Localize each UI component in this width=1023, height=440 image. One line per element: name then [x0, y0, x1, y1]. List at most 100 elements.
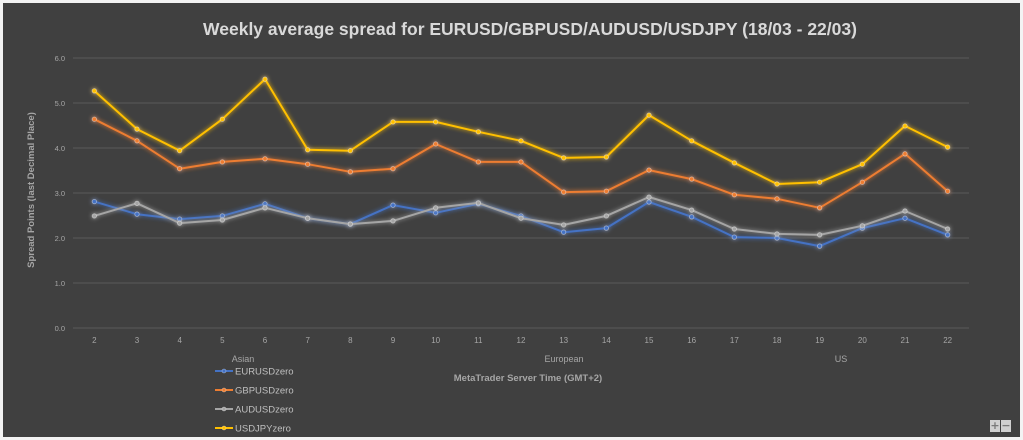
data-point[interactable]: [731, 192, 737, 198]
data-point[interactable]: [91, 116, 97, 122]
data-point[interactable]: [518, 138, 524, 144]
data-point[interactable]: [945, 226, 951, 232]
x-tick-label: 13: [559, 336, 568, 345]
data-point[interactable]: [902, 123, 908, 129]
data-point[interactable]: [518, 159, 524, 165]
data-point[interactable]: [561, 229, 567, 235]
legend-marker-icon: [221, 425, 227, 431]
data-point[interactable]: [817, 232, 823, 238]
data-point[interactable]: [646, 199, 652, 205]
legend-label: GBPUSDzero: [235, 386, 294, 397]
data-point[interactable]: [262, 205, 268, 211]
data-point[interactable]: [475, 129, 481, 135]
data-point[interactable]: [134, 126, 140, 132]
data-point[interactable]: [603, 213, 609, 219]
data-point[interactable]: [134, 138, 140, 144]
data-point[interactable]: [603, 225, 609, 231]
data-point[interactable]: [91, 213, 97, 219]
data-point[interactable]: [646, 112, 652, 118]
data-point[interactable]: [859, 161, 865, 167]
data-point[interactable]: [347, 221, 353, 227]
data-point[interactable]: [689, 207, 695, 213]
data-point[interactable]: [859, 179, 865, 185]
data-point[interactable]: [390, 218, 396, 224]
data-point[interactable]: [689, 138, 695, 144]
data-point[interactable]: [731, 234, 737, 240]
x-tick-label: 5: [220, 336, 225, 345]
x-tick-label: 20: [858, 336, 867, 345]
data-point[interactable]: [817, 205, 823, 211]
data-point[interactable]: [219, 159, 225, 165]
data-point[interactable]: [518, 215, 524, 221]
data-point[interactable]: [774, 231, 780, 237]
data-point[interactable]: [134, 200, 140, 206]
data-point[interactable]: [134, 211, 140, 217]
data-point[interactable]: [177, 220, 183, 226]
data-point[interactable]: [561, 189, 567, 195]
x-tick-label: 14: [602, 336, 611, 345]
legend-item[interactable]: GBPUSDzero: [215, 386, 294, 397]
chart-zoom-out-button[interactable]: −: [1001, 419, 1011, 432]
data-point[interactable]: [646, 167, 652, 173]
data-point[interactable]: [902, 215, 908, 221]
legend-item[interactable]: AUDUSDzero: [215, 405, 294, 416]
data-point[interactable]: [475, 200, 481, 206]
x-tick-label: 6: [263, 336, 268, 345]
data-point[interactable]: [390, 202, 396, 208]
data-point[interactable]: [177, 148, 183, 154]
data-point[interactable]: [689, 214, 695, 220]
data-point[interactable]: [731, 226, 737, 232]
data-point[interactable]: [305, 215, 311, 221]
data-point[interactable]: [561, 222, 567, 228]
data-point[interactable]: [646, 194, 652, 200]
data-point[interactable]: [262, 76, 268, 82]
data-point[interactable]: [945, 144, 951, 150]
data-point[interactable]: [945, 232, 951, 238]
x-tick-label: 21: [901, 336, 910, 345]
data-point[interactable]: [859, 223, 865, 229]
y-axis-ticks: 0.0 1.0 2.0 3.0 4.0 5.0 6.0: [55, 54, 65, 333]
legend-label: EURUSDzero: [235, 367, 294, 378]
chart-zoom-in-button[interactable]: +: [990, 419, 1000, 432]
x-tick-label: 4: [177, 336, 182, 345]
data-point[interactable]: [603, 154, 609, 160]
session-label-us: US: [835, 354, 848, 364]
data-point[interactable]: [347, 148, 353, 154]
data-point[interactable]: [731, 160, 737, 166]
data-point[interactable]: [305, 161, 311, 167]
data-point[interactable]: [774, 196, 780, 202]
data-point[interactable]: [347, 169, 353, 175]
x-axis-title: MetaTrader Server Time (GMT+2): [454, 373, 602, 384]
data-point[interactable]: [902, 208, 908, 214]
data-point[interactable]: [774, 181, 780, 187]
data-point[interactable]: [177, 166, 183, 172]
data-point[interactable]: [219, 116, 225, 122]
series-line: [93, 78, 949, 185]
data-point[interactable]: [433, 119, 439, 125]
x-tick-label: 10: [431, 336, 440, 345]
spreadsheet-side-strip: [1020, 0, 1023, 440]
data-point[interactable]: [475, 159, 481, 165]
data-point[interactable]: [817, 179, 823, 185]
data-point[interactable]: [305, 147, 311, 153]
data-point[interactable]: [689, 176, 695, 182]
data-point[interactable]: [390, 166, 396, 172]
data-point[interactable]: [219, 217, 225, 223]
data-point[interactable]: [91, 198, 97, 205]
data-point[interactable]: [433, 141, 439, 147]
data-point[interactable]: [817, 243, 823, 249]
data-point[interactable]: [433, 205, 439, 211]
data-point[interactable]: [945, 188, 951, 194]
data-point[interactable]: [561, 155, 567, 161]
legend-item[interactable]: EURUSDzero: [215, 367, 294, 378]
data-point[interactable]: [262, 156, 268, 162]
series-usdjpyzero: [91, 76, 951, 187]
data-point[interactable]: [433, 210, 439, 216]
data-point[interactable]: [902, 151, 908, 157]
data-point[interactable]: [390, 119, 396, 125]
data-point[interactable]: [603, 188, 609, 194]
legend[interactable]: EURUSDzero GBPUSDzero AUDUSDzero USDJPYzero: [215, 367, 294, 435]
legend-item[interactable]: USDJPYzero: [215, 424, 291, 435]
data-point[interactable]: [91, 88, 97, 94]
